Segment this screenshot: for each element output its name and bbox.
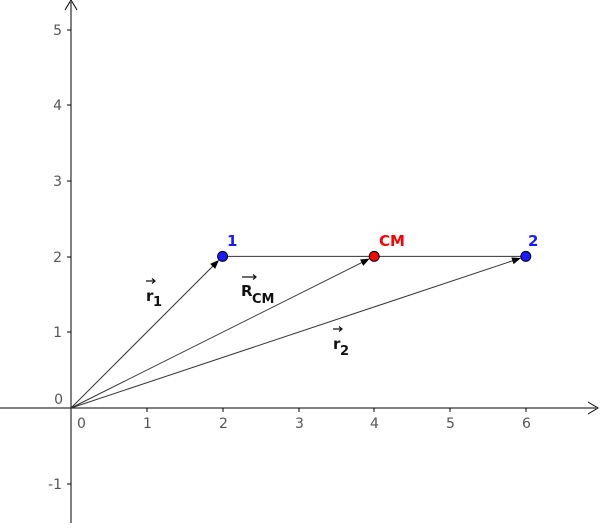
y-tick-label: 1 <box>53 325 62 341</box>
vector-rcm <box>70 258 370 409</box>
x-tick-label: 0 <box>77 416 86 432</box>
x-tick-label: 3 <box>295 416 304 432</box>
point-cm[interactable] <box>368 250 380 262</box>
y-tick-label: 5 <box>53 23 62 39</box>
label-rcm-sub: CM <box>252 292 274 307</box>
x-tick-label: 1 <box>143 416 152 432</box>
y-tick-label: 0 <box>54 392 63 408</box>
point-1-label: 1 <box>227 232 237 250</box>
point-1[interactable] <box>217 250 229 262</box>
y-tick-labels: -1 0 1 2 3 4 5 <box>48 23 63 493</box>
x-tick-label: 4 <box>370 416 379 432</box>
y-tick-label: 2 <box>53 250 62 266</box>
label-r1-main: r <box>146 287 154 305</box>
x-tick-label: 6 <box>522 416 531 432</box>
x-tick-label: 5 <box>446 416 455 432</box>
point-2[interactable] <box>520 250 532 262</box>
x-axis-arrow-icon <box>587 401 599 415</box>
vector-arrow-icon <box>146 278 156 284</box>
x-tick-label: 2 <box>219 416 228 432</box>
label-r2: r 2 <box>333 326 349 359</box>
label-r2-main: r <box>333 335 341 353</box>
tick-marks <box>67 29 527 485</box>
vector-r2 <box>70 257 521 409</box>
point-2-label: 2 <box>528 232 538 250</box>
x-tick-labels: 0 1 2 3 4 5 6 <box>77 416 531 432</box>
y-axis-arrow-icon <box>64 0 78 11</box>
vector-r1 <box>70 260 219 409</box>
label-rcm-main: R <box>241 282 253 300</box>
vector-arrow-icon <box>242 274 257 280</box>
vector-arrow-icon <box>333 326 343 332</box>
label-r1-sub: 1 <box>153 295 162 310</box>
label-r1: r 1 <box>146 278 162 310</box>
y-tick-label: -1 <box>48 477 62 493</box>
y-tick-label: 3 <box>53 174 62 190</box>
label-rcm: R CM <box>241 274 274 307</box>
point-cm-label: CM <box>379 232 405 250</box>
label-r2-sub: 2 <box>340 344 349 359</box>
y-tick-label: 4 <box>53 98 62 114</box>
